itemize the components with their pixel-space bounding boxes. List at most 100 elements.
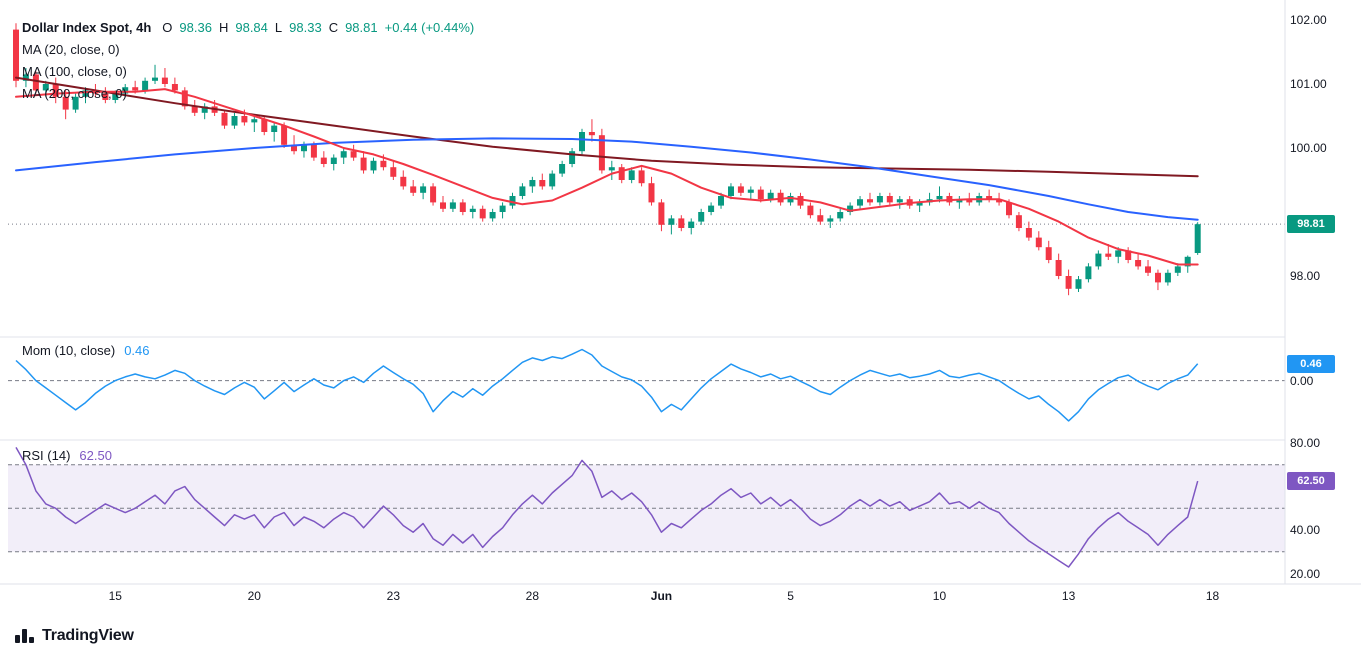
candle-body — [886, 196, 893, 203]
candle-body — [469, 208, 476, 212]
candle-body — [1035, 237, 1042, 248]
tradingview-logo[interactable]: TradingView — [14, 626, 134, 646]
candle-body — [519, 186, 526, 196]
candle-body — [13, 29, 19, 81]
time-axis-label: 20 — [247, 589, 261, 603]
candle-body — [320, 157, 327, 164]
ma100-label: MA (100, close, 0) — [22, 63, 127, 79]
ohlc-low-key: L — [274, 19, 283, 35]
candle-body — [1135, 260, 1142, 267]
candle-body — [231, 116, 238, 126]
price-axis-label: 100.00 — [1290, 141, 1327, 155]
candle-body — [191, 106, 198, 113]
ohlc-close-key: C — [328, 19, 339, 35]
candle-body — [440, 202, 446, 209]
candle-body — [608, 167, 615, 171]
momentum-line — [15, 348, 1199, 422]
candle-body — [1055, 260, 1062, 276]
candle-body — [1125, 250, 1132, 260]
candle-body — [728, 186, 734, 196]
candle-body — [678, 218, 685, 228]
symbol-title: Dollar Index Spot, 4h — [22, 19, 152, 35]
candle-body — [201, 106, 208, 113]
candle-body — [827, 218, 834, 222]
time-axis-label: 10 — [932, 589, 947, 603]
candle-body — [52, 84, 59, 97]
candle-body — [737, 186, 744, 193]
candle-body — [688, 221, 695, 228]
candle-body — [618, 167, 625, 180]
ohlc-open-value: 98.36 — [179, 19, 212, 35]
candle-body — [301, 144, 307, 152]
candle-body — [579, 132, 585, 152]
candle-body — [310, 144, 317, 158]
candle-body — [142, 80, 149, 91]
candle-body — [817, 215, 824, 222]
ohlc-high-value: 98.84 — [235, 19, 268, 35]
ma200-legend-row[interactable]: MA (200, close, 0) — [22, 82, 474, 104]
candle-body — [1145, 266, 1151, 273]
candle-body — [569, 151, 576, 164]
candle-body — [837, 212, 844, 219]
candle-body — [896, 199, 903, 203]
price-axis-label: 98.00 — [1290, 269, 1321, 283]
time-axis-label: 15 — [108, 589, 122, 603]
candle-body — [1095, 253, 1102, 267]
candle-body — [152, 77, 158, 81]
candle-body — [718, 196, 724, 206]
candle-body — [1174, 266, 1181, 273]
candle-body — [658, 202, 665, 225]
rsi-axis-label: 20.00 — [1290, 566, 1321, 581]
candle-body — [509, 196, 516, 206]
candle-body — [132, 87, 139, 91]
candle-body — [499, 205, 506, 212]
candle-body — [171, 84, 178, 91]
ohlc-close-value: 98.81 — [345, 19, 378, 35]
momentum-value: 0.46 — [124, 343, 150, 358]
candle-body — [42, 84, 49, 91]
ma100-legend-row[interactable]: MA (100, close, 0) — [22, 60, 474, 82]
candle-body — [449, 202, 456, 209]
ma20-legend-row[interactable]: MA (20, close, 0) — [22, 38, 474, 60]
candle-body — [62, 96, 69, 110]
rsi-value: 62.50 — [79, 448, 112, 463]
candle-body — [1045, 247, 1052, 260]
candle-body — [1025, 228, 1032, 238]
candle-body — [588, 132, 595, 136]
price-axis-label: 101.00 — [1290, 77, 1327, 91]
candle-body — [1155, 272, 1161, 283]
candle-body — [489, 212, 496, 219]
candle-body — [32, 74, 39, 91]
ohlc-open-key: O — [162, 19, 173, 35]
candle-body — [777, 192, 784, 203]
candle-body — [122, 87, 129, 94]
ma20-line — [15, 88, 1199, 266]
candle-body — [360, 157, 367, 171]
candle-body — [648, 183, 655, 203]
candle-body — [747, 189, 754, 193]
candle-body — [271, 125, 278, 132]
candle-body — [340, 151, 347, 158]
rsi-axis-label: 80.00 — [1290, 436, 1321, 450]
symbol-ohlc-row[interactable]: Dollar Index Spot, 4h O 98.36 H 98.84 L … — [22, 16, 474, 38]
ohlc-low-value: 98.33 — [289, 19, 322, 35]
candle-body — [1164, 272, 1171, 283]
candle-body — [410, 186, 417, 193]
candle-body — [459, 202, 466, 212]
candle-body — [916, 202, 923, 206]
candle-body — [330, 157, 337, 164]
candle-body — [241, 116, 248, 123]
time-axis-label: 23 — [386, 589, 401, 603]
candle-body — [876, 196, 883, 203]
candle-body — [380, 160, 387, 168]
momentum-legend-row[interactable]: Mom (10, close) 0.46 — [22, 343, 150, 358]
time-axis-label: 28 — [525, 589, 540, 603]
candle-body — [936, 196, 943, 200]
candle-body — [668, 218, 675, 225]
rsi-legend-row[interactable]: RSI (14) 62.50 — [22, 448, 112, 463]
candle-body — [281, 125, 288, 145]
candle-body — [350, 151, 357, 158]
momentum-value-badge: 0.46 — [1287, 354, 1335, 373]
rsi-value-badge: 62.50 — [1287, 472, 1335, 491]
